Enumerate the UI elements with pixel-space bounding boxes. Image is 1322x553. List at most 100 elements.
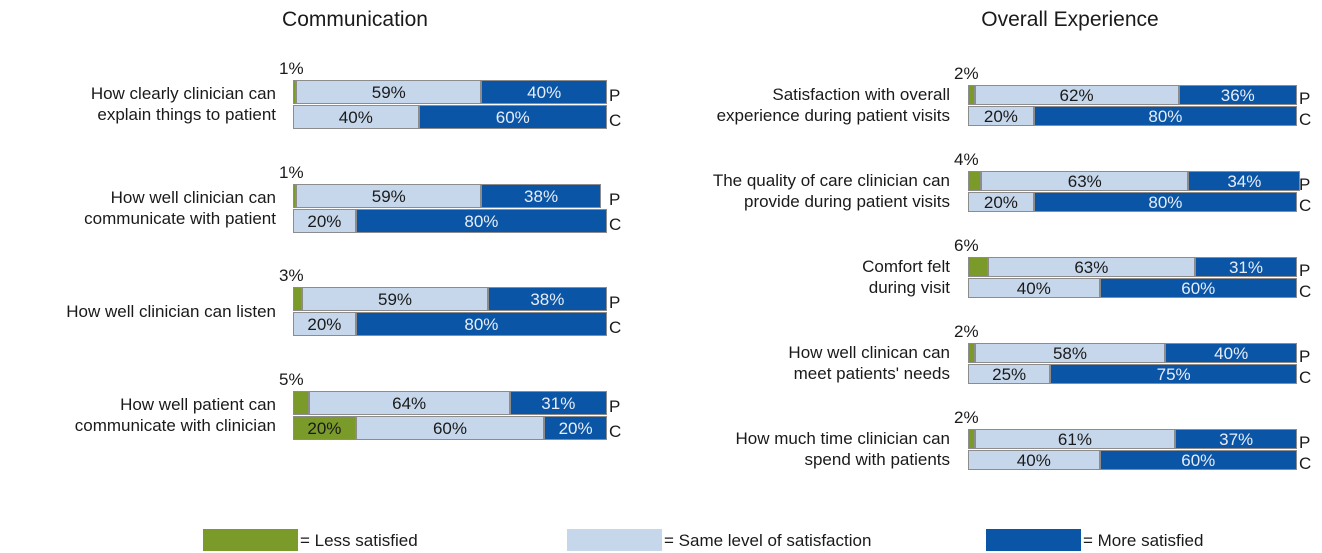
- category-label: The quality of care clinician can provid…: [712, 171, 950, 211]
- value-label: 4%: [954, 150, 979, 169]
- bar-segment: [968, 85, 975, 105]
- bar-segment: [974, 429, 1176, 449]
- bar-segment: [296, 183, 482, 208]
- bar-segment: [293, 312, 356, 336]
- category-label: How well clinician can communicate with …: [84, 187, 276, 228]
- bar-segment: [487, 287, 607, 311]
- bar-segment: [355, 415, 545, 440]
- category-label: How much time clinician can spend with p…: [735, 429, 950, 469]
- value-label: 37%: [1219, 430, 1254, 449]
- value-label: 2%: [954, 64, 979, 83]
- value-label: 40%: [527, 83, 562, 102]
- row-label: P: [609, 189, 621, 209]
- value-label: 31%: [1228, 258, 1263, 277]
- value-label: 40%: [1016, 451, 1051, 470]
- value-label: 40%: [338, 108, 373, 127]
- row-label: P: [1299, 175, 1311, 194]
- bar-segment: [1195, 257, 1297, 277]
- value-label: 34%: [1227, 172, 1262, 191]
- bar-segment: [974, 85, 1179, 105]
- value-label: 59%: [371, 186, 406, 206]
- bar-segment: [974, 343, 1166, 363]
- value-label: 40%: [1214, 344, 1249, 363]
- bar-segment: [355, 312, 607, 336]
- row-label: C: [1299, 196, 1312, 215]
- value-label: 20%: [307, 315, 342, 334]
- category-label: How clearly clinician can explain things…: [90, 84, 276, 124]
- value-label: 3%: [279, 266, 304, 285]
- value-label: 36%: [1220, 86, 1255, 105]
- category-label: Comfort felt during visit: [862, 257, 950, 297]
- row-label: C: [1299, 368, 1312, 387]
- row-label: C: [609, 111, 622, 130]
- row-label: C: [609, 421, 622, 441]
- bar-segment: [308, 390, 510, 415]
- value-label: 80%: [464, 315, 499, 334]
- value-label: 60%: [1181, 451, 1216, 470]
- value-label: 63%: [1067, 172, 1102, 191]
- value-label: 31%: [541, 393, 576, 413]
- legend-swatch: [986, 529, 1081, 551]
- bar-segment: [418, 105, 607, 129]
- bar-segment: [1033, 192, 1297, 212]
- row-label: P: [609, 86, 621, 105]
- bar-segment: [1099, 450, 1297, 470]
- value-label: 25%: [992, 365, 1027, 384]
- legend-label: = Same level of satisfaction: [664, 531, 872, 550]
- value-label: 60%: [432, 418, 467, 438]
- value-label: 58%: [1052, 344, 1087, 363]
- bar-segment: [968, 257, 988, 277]
- row-label: P: [1299, 89, 1311, 108]
- row-label: P: [1299, 347, 1311, 366]
- bar-segment: [296, 80, 482, 104]
- value-label: 59%: [378, 290, 413, 309]
- bar-segment: [968, 364, 1051, 384]
- row-label: P: [1299, 433, 1311, 452]
- bar-segment: [1178, 85, 1297, 105]
- value-label: 61%: [1057, 430, 1092, 449]
- row-label: C: [609, 214, 622, 234]
- value-label: 80%: [1148, 107, 1183, 126]
- value-label: 20%: [983, 107, 1018, 126]
- value-label: 1%: [279, 59, 304, 78]
- row-label: C: [609, 318, 622, 337]
- chart-title: Communication: [282, 8, 428, 31]
- bar-segment: [968, 429, 975, 449]
- chart-title: Overall Experience: [981, 8, 1159, 31]
- bar-segment: [1165, 343, 1297, 363]
- value-label: 20%: [558, 418, 593, 438]
- bar-segment: [481, 80, 607, 104]
- legend-swatch: [567, 529, 662, 551]
- legend-label: = Less satisfied: [300, 531, 418, 550]
- bar-segment: [1099, 278, 1297, 298]
- category-label: How well clinican can meet patients' nee…: [788, 343, 950, 383]
- bar-segment: [355, 208, 607, 233]
- value-label: 59%: [371, 83, 406, 102]
- value-label: 80%: [1148, 193, 1183, 212]
- bar-segment: [544, 415, 607, 440]
- value-label: 40%: [1016, 279, 1051, 298]
- value-label: 60%: [1181, 279, 1216, 298]
- bar-segment: [1050, 364, 1297, 384]
- bar-segment: [968, 278, 1100, 298]
- legend-swatch: [203, 529, 298, 551]
- category-label: How well patient can communicate with cl…: [74, 394, 276, 435]
- value-label: 38%: [530, 290, 565, 309]
- row-label: P: [1299, 261, 1311, 280]
- value-label: 5%: [279, 369, 304, 389]
- bar-segment: [293, 287, 303, 311]
- row-label: C: [1299, 454, 1312, 473]
- value-label: 63%: [1074, 258, 1109, 277]
- bar-segment: [481, 183, 601, 208]
- value-label: 20%: [983, 193, 1018, 212]
- bar-segment: [968, 343, 975, 363]
- bar-segment: [293, 208, 356, 233]
- value-label: 20%: [307, 211, 342, 231]
- bar-segment: [1175, 429, 1297, 449]
- value-label: 20%: [307, 418, 342, 438]
- row-label: C: [1299, 282, 1312, 301]
- bar-segment: [968, 171, 982, 191]
- value-label: 64%: [392, 393, 427, 413]
- value-label: 6%: [954, 236, 979, 255]
